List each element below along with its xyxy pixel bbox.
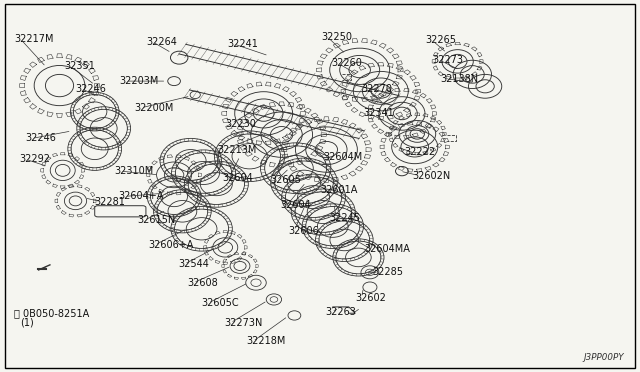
Text: 32200M: 32200M [134,103,174,113]
Text: 32217M: 32217M [14,34,54,44]
Text: 32281: 32281 [95,197,125,206]
Text: 32604MA: 32604MA [365,244,411,254]
Text: 32602N: 32602N [413,171,451,180]
Text: 32273N: 32273N [224,318,262,328]
Text: 32265: 32265 [426,35,456,45]
Text: 32246: 32246 [26,134,56,143]
Text: 32270: 32270 [362,84,392,94]
Text: 32544: 32544 [178,259,209,269]
Text: 32273: 32273 [432,55,463,64]
Text: 32260: 32260 [332,58,362,68]
Text: 32264: 32264 [146,37,177,46]
Text: 32250: 32250 [321,32,352,42]
Text: 32608: 32608 [187,278,218,288]
Text: 32310M: 32310M [114,166,153,176]
Text: 32606+A: 32606+A [148,240,194,250]
Text: 32605: 32605 [270,176,301,185]
Text: 32604M: 32604M [323,152,362,162]
Text: 32285: 32285 [372,267,403,277]
Text: 32604: 32604 [223,173,253,183]
Text: 32203M: 32203M [119,76,159,86]
Text: 32263: 32263 [325,307,356,317]
Text: 32245: 32245 [330,213,360,222]
Text: 32606: 32606 [288,226,319,235]
Text: 32605C: 32605C [202,298,239,308]
Text: 32218M: 32218M [246,337,286,346]
Text: 32351: 32351 [64,61,95,71]
Text: 32604+A: 32604+A [118,192,164,201]
Text: 32292: 32292 [19,154,50,164]
Text: 32222: 32222 [404,147,436,157]
Text: 32615N: 32615N [138,215,176,225]
Text: 32246: 32246 [76,84,106,93]
Text: 32230: 32230 [225,119,256,128]
Text: 32601A: 32601A [320,185,357,195]
Text: 32213M: 32213M [218,145,257,154]
Text: 32241: 32241 [227,39,258,49]
Text: 32602: 32602 [355,293,386,302]
Text: 32341: 32341 [364,109,394,118]
Text: 32138N: 32138N [440,74,479,84]
Text: J3PP00PY: J3PP00PY [584,353,624,362]
Text: Ⓑ 0B050-8251A: Ⓑ 0B050-8251A [14,308,90,318]
Text: 32604: 32604 [280,201,311,210]
Text: (1): (1) [20,318,34,328]
